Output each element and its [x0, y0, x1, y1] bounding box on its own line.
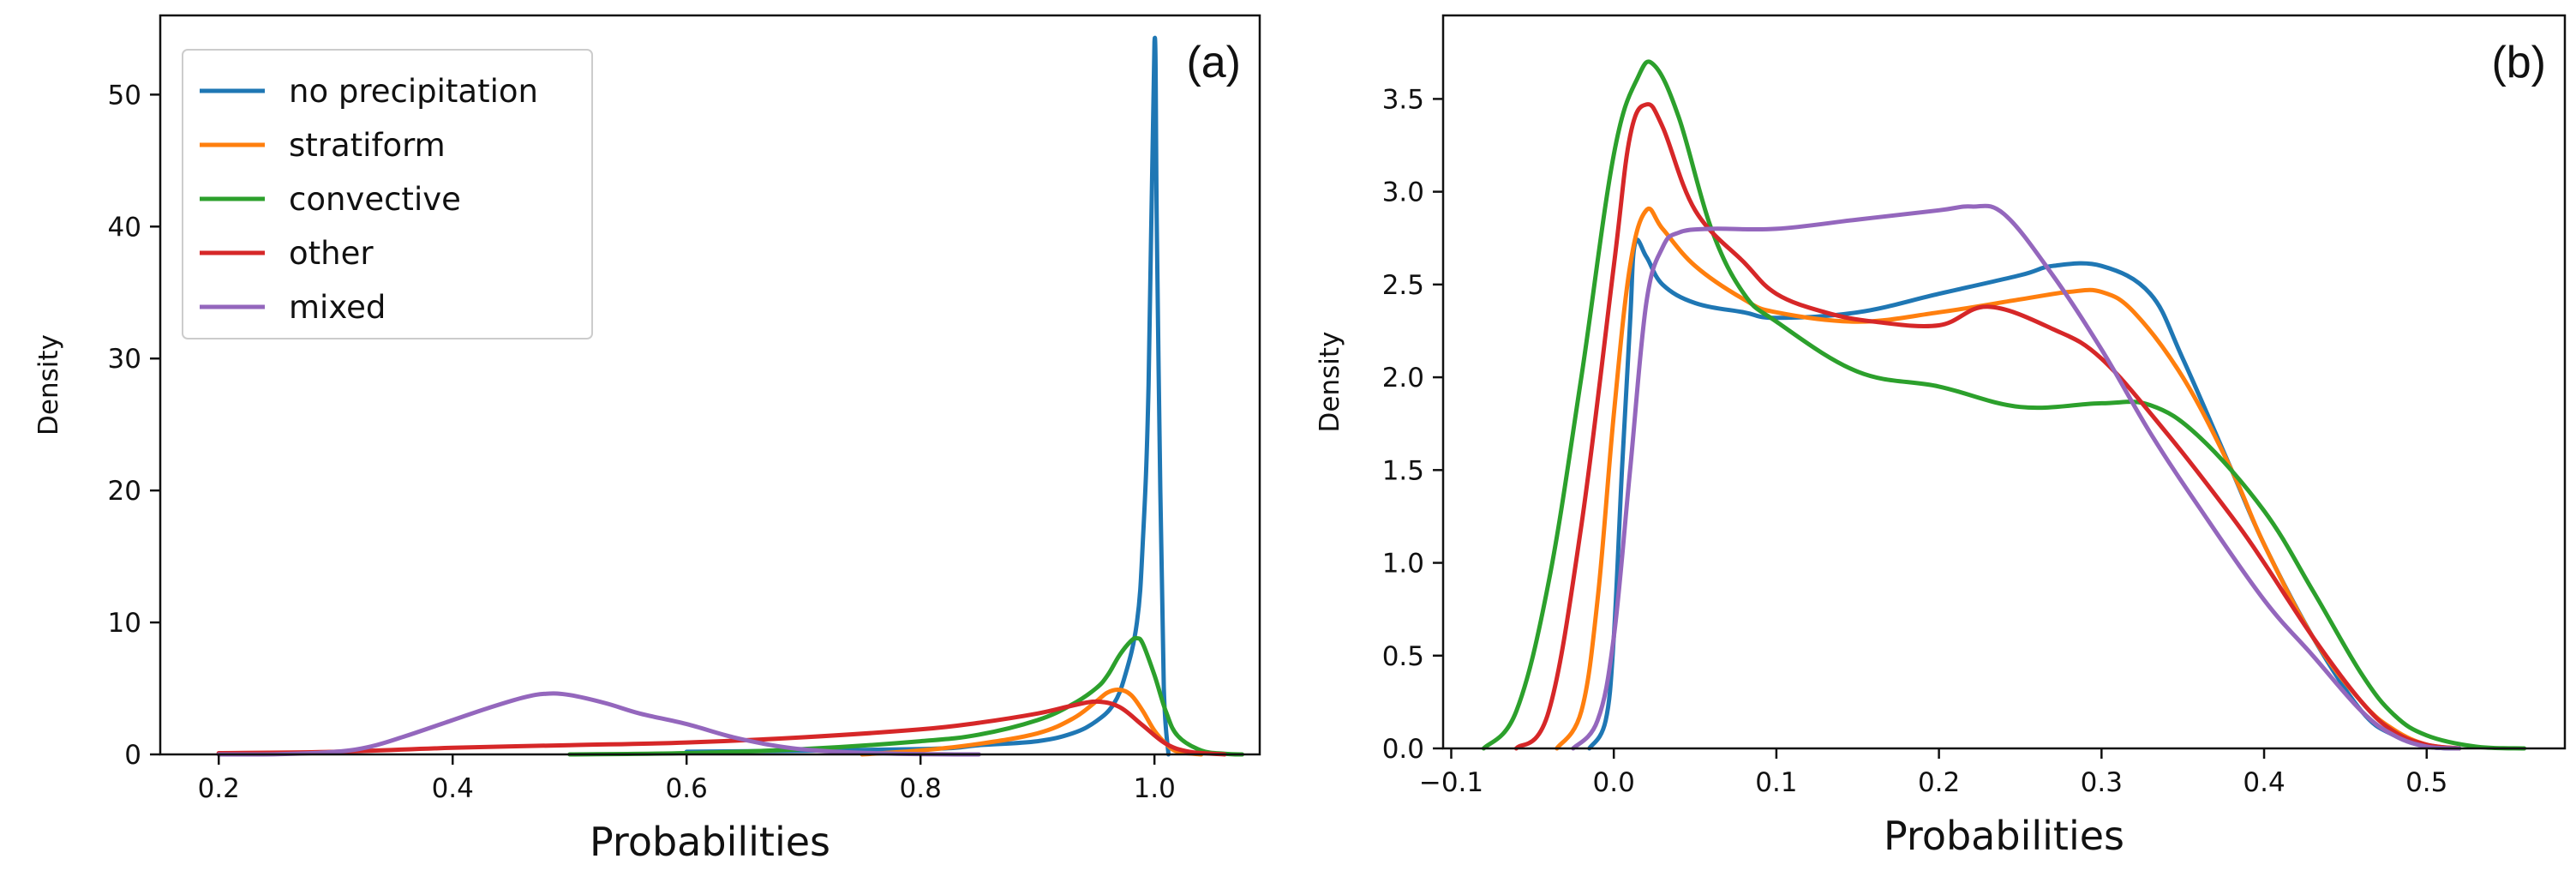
- panel-a-x-tick-label: 0.4: [432, 773, 474, 804]
- panel-b-x-tick-label: 0.3: [2081, 767, 2123, 798]
- panel-a-y-axis-label: Density: [33, 334, 64, 436]
- panel-a-x-tick-label: 0.8: [900, 773, 942, 804]
- panel-a-y-tick-label: 0: [124, 740, 141, 771]
- panel-a-x-tick-label: 1.0: [1134, 773, 1176, 804]
- panel-b-series-mixed: [1571, 203, 2462, 751]
- panel-b-series-other: [1513, 102, 2462, 751]
- panel-b-x-axis-label: Probabilities: [1884, 813, 2124, 859]
- panel-a-series-mixed: [216, 691, 981, 757]
- panel-b-x-tick-label: 0.2: [1918, 767, 1960, 798]
- panel-b: −0.1 0.0 0.1 0.2 0.3 0.4 0.50.00.51.01.52.02.5…: [1315, 14, 2567, 859]
- panel-b-y-tick-label: 0.0: [1382, 734, 1424, 765]
- panel-b-y-tick-label: 3.0: [1382, 177, 1424, 208]
- panel-b-x-tick-label: 0.1: [1755, 767, 1797, 798]
- panel-a-frame: [159, 14, 1261, 756]
- panel-b-y-tick-label: 1.0: [1382, 549, 1424, 580]
- panel-b-y-axis-label: Density: [1315, 332, 1345, 433]
- panel-a-x-tick-label: 0.6: [666, 773, 708, 804]
- panel-b-y-tick-label: 1.5: [1382, 455, 1424, 486]
- legend-entry: mixed: [289, 289, 386, 326]
- panel-a: 0.2 0.4 0.6 0.8 1.0 0 10 20 30 40 50 (a) Probabili…: [33, 14, 1261, 865]
- panel-b-y-tick-label: 2.0: [1382, 363, 1424, 393]
- panel-b-curves: [1481, 59, 2527, 751]
- panel-a-y-tick-label: 30: [108, 344, 141, 375]
- panel-b-x-tick-label: 0.0: [1593, 767, 1635, 798]
- panel-a-legend: no precipitation stratiform convective othe…: [182, 49, 593, 339]
- panel-b-ticks: −0.1 0.0 0.1 0.2 0.3 0.4 0.50.00.51.01.52.02.5…: [1382, 84, 2448, 798]
- panel-b-y-tick-label: 0.5: [1382, 641, 1424, 672]
- legend-entry: convective: [289, 181, 461, 218]
- legend-entry: other: [289, 235, 374, 272]
- panel-a-y-tick-label: 20: [108, 476, 141, 507]
- panel-a-series-no-precipitation: [684, 35, 1171, 757]
- legend-entry: no precipitation: [289, 73, 538, 110]
- panel-a-label: (a): [1186, 38, 1241, 87]
- panel-a-y-tick-label: 50: [108, 80, 141, 111]
- panel-b-x-tick-label: 0.5: [2405, 767, 2447, 798]
- panel-a-series-convective: [567, 635, 1244, 757]
- panel-a-x-tick-label: 0.2: [198, 773, 240, 804]
- panel-a-curves: [216, 35, 1244, 757]
- panel-b-y-tick-label: 2.5: [1382, 270, 1424, 301]
- panel-b-label: (b): [2491, 38, 2546, 87]
- panel-a-y-tick-label: 40: [108, 212, 141, 243]
- panel-a-ticks: 0.2 0.4 0.6 0.8 1.0 0 10 20 30 40 50: [108, 80, 1176, 804]
- legend-entry: stratiform: [289, 127, 446, 164]
- panel-a-x-axis-label: Probabilities: [590, 819, 830, 865]
- panel-a-y-tick-label: 10: [108, 608, 141, 639]
- panel-b-y-tick-label: 3.5: [1382, 84, 1424, 115]
- panel-b-x-tick-label: −0.1: [1419, 767, 1483, 798]
- legend-box: [182, 49, 593, 339]
- panel-b-series-convective: [1481, 59, 2527, 751]
- panel-b-x-tick-label: 0.4: [2243, 767, 2285, 798]
- panel-b-frame: [1441, 14, 2567, 750]
- panel-a-series-other: [216, 699, 1227, 757]
